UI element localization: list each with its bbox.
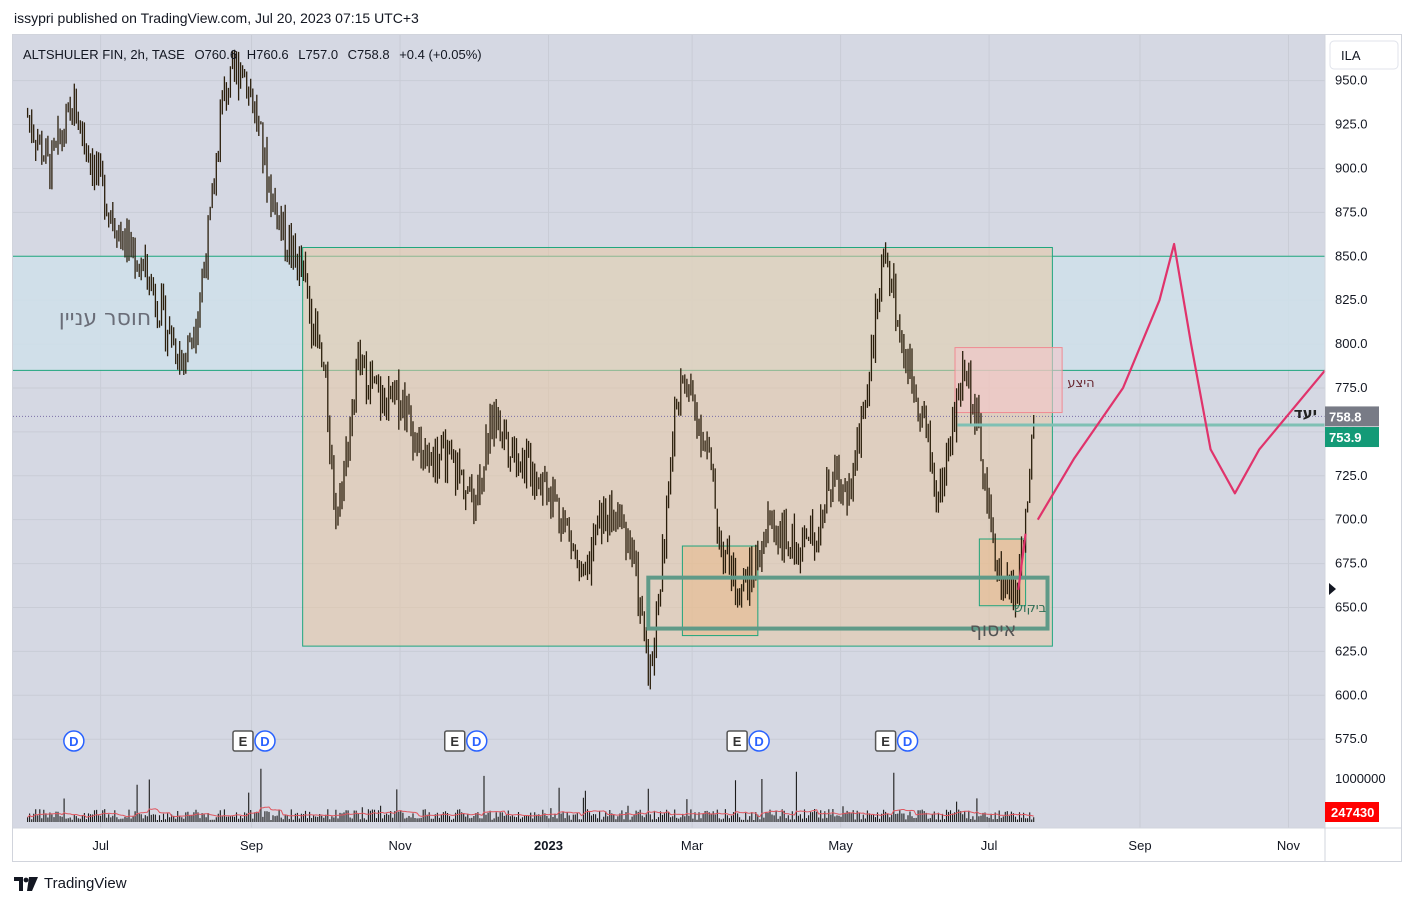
price-tick-label: 925.0 xyxy=(1335,117,1368,132)
time-tick-label: Sep xyxy=(240,838,263,853)
dividend-icon xyxy=(465,730,488,752)
ohlc-legend: ALTSHULER FIN, 2h, TASE O760.6 H760.6 L7… xyxy=(23,47,482,62)
annotation-texts: חוסר עניין היצע איסוף ביקוש יעד xyxy=(59,306,1317,641)
change-value: +0.4 (+0.05%) xyxy=(399,47,481,62)
projection-lead xyxy=(1017,533,1027,591)
volume-bars xyxy=(27,768,1035,822)
time-tick-label: Nov xyxy=(1277,838,1301,853)
time-tick-label: May xyxy=(828,838,853,853)
currency-label: ILA xyxy=(1341,48,1361,63)
earnings-marker[interactable]: E xyxy=(443,730,466,752)
dividend-icon xyxy=(748,730,770,752)
demand-box-mar xyxy=(681,545,759,637)
marker-label: D xyxy=(472,734,481,749)
volume-ma-line xyxy=(27,806,1034,818)
time-tick-label: Jul xyxy=(92,838,109,853)
tradingview-logo-text: TradingView xyxy=(44,875,127,892)
time-tick-label: 2023 xyxy=(534,838,563,853)
volume-axis-label: 1000000 xyxy=(1335,771,1386,786)
price-tick-label: 800.0 xyxy=(1335,336,1368,351)
candle-wicks xyxy=(26,49,1035,690)
dividend-marker[interactable]: D xyxy=(748,730,770,752)
symbol-label: ALTSHULER FIN, 2h, TASE xyxy=(23,47,185,62)
price-tick-label: 900.0 xyxy=(1335,160,1368,175)
accumulation-rect xyxy=(646,575,1050,631)
scroll-arrow-icon[interactable] xyxy=(1329,583,1336,595)
price-axis[interactable]: 950.0 925.0 900.0 875.0 850.0 825.0 800.0 775.0… xyxy=(1335,73,1368,747)
target-price-text: 753.9 xyxy=(1329,430,1362,445)
supply-box xyxy=(954,347,1063,414)
earnings-marker[interactable]: E xyxy=(874,730,897,752)
marker-label: E xyxy=(733,734,742,749)
time-tick-label: Nov xyxy=(388,838,412,853)
earnings-icon xyxy=(232,730,254,752)
time-tick-label: Mar xyxy=(681,838,704,853)
earnings-icon xyxy=(874,730,897,752)
accumulation-label: איסוף xyxy=(970,619,1017,641)
volume-badge-text: 247430 xyxy=(1331,805,1374,820)
earnings-marker[interactable]: E xyxy=(726,730,748,752)
price-tick-label: 600.0 xyxy=(1335,687,1368,702)
price-tick-label: 850.0 xyxy=(1335,248,1368,263)
target-price-badge: 753.9 xyxy=(1325,427,1379,448)
dividend-icon xyxy=(896,730,919,752)
high-value: H760.6 xyxy=(247,47,289,62)
marker-label: E xyxy=(881,734,890,749)
price-series[interactable] xyxy=(26,49,1035,690)
price-tick-label: 875.0 xyxy=(1335,204,1368,219)
tradingview-logo-icon xyxy=(14,876,38,891)
resistance-zone-label: חוסר עניין xyxy=(59,306,151,331)
dividend-marker[interactable]: D xyxy=(896,730,919,752)
price-tick-label: 625.0 xyxy=(1335,643,1368,658)
marker-label: D xyxy=(260,734,269,749)
dividend-marker[interactable]: D xyxy=(254,730,276,752)
demand-box-jul xyxy=(978,538,1027,607)
dividend-icon xyxy=(254,730,276,752)
currency-button[interactable]: ILA xyxy=(1329,40,1399,70)
marker-label: E xyxy=(239,734,248,749)
time-tick-label: Jul xyxy=(981,838,998,853)
close-value: C758.8 xyxy=(348,47,390,62)
price-tick-label: 700.0 xyxy=(1335,512,1368,527)
volume-pane xyxy=(27,768,1035,822)
price-tick-label: 950.0 xyxy=(1335,73,1368,88)
publisher-line: issypri published on TradingView.com, Ju… xyxy=(14,10,419,26)
last-price-badge: 758.8 xyxy=(1325,406,1379,427)
marker-label: E xyxy=(450,734,459,749)
low-value: L757.0 xyxy=(298,47,338,62)
price-tick-label: 825.0 xyxy=(1335,292,1368,307)
price-tick-label: 650.0 xyxy=(1335,599,1368,614)
open-value: O760.6 xyxy=(194,47,237,62)
tradingview-logo[interactable]: TradingView xyxy=(14,875,127,892)
dividend-marker[interactable]: D xyxy=(465,730,488,752)
price-tick-label: 575.0 xyxy=(1335,731,1368,746)
price-tick-label: 775.0 xyxy=(1335,380,1368,395)
projection-path xyxy=(1036,242,1326,521)
earnings-icon xyxy=(443,730,466,752)
dividend-marker[interactable]: D xyxy=(63,730,85,752)
dividend-icon xyxy=(63,730,85,752)
marker-label: D xyxy=(903,734,912,749)
volume-badge: 247430 xyxy=(1325,802,1379,822)
demand-label: ביקוש xyxy=(1014,601,1046,616)
annotation-shapes-front xyxy=(646,242,1326,631)
time-axis[interactable]: Jul Sep Nov 2023 Mar May Jul Sep Nov xyxy=(92,838,1300,853)
earnings-marker[interactable]: E xyxy=(232,730,254,752)
last-price-text: 758.8 xyxy=(1329,409,1362,424)
price-tick-label: 675.0 xyxy=(1335,556,1368,571)
earnings-icon xyxy=(726,730,748,752)
price-tick-label: 725.0 xyxy=(1335,468,1368,483)
time-tick-label: Sep xyxy=(1128,838,1151,853)
marker-label: D xyxy=(754,734,763,749)
marker-label: D xyxy=(69,734,78,749)
supply-box-label: היצע xyxy=(1067,376,1094,391)
target-label: יעד xyxy=(1294,404,1317,422)
